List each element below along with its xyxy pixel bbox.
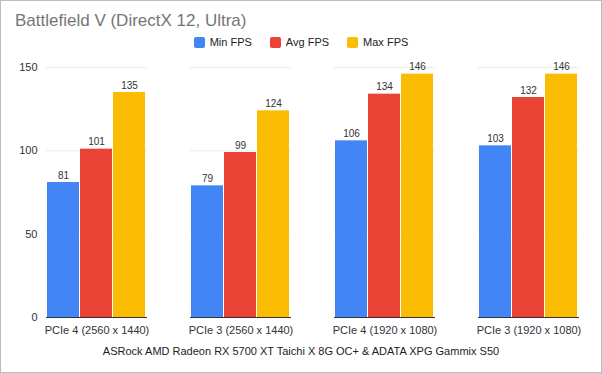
svg-text:PCIe 3 (2560 x 1440): PCIe 3 (2560 x 1440)	[189, 324, 294, 336]
svg-text:PCIe 3 (1920 x 1080): PCIe 3 (1920 x 1080)	[477, 324, 582, 336]
svg-text:PCIe 4 (1920 x 1080): PCIe 4 (1920 x 1080)	[333, 324, 438, 336]
svg-text:PCIe 4 (2560 x 1440): PCIe 4 (2560 x 1440)	[45, 324, 150, 336]
svg-text:79: 79	[202, 173, 214, 184]
svg-text:0: 0	[31, 311, 37, 323]
svg-text:100: 100	[19, 144, 37, 156]
svg-text:135: 135	[121, 80, 138, 91]
html-text:ASRock AMD Radeon RX 5700 XT T: ASRock AMD Radeon RX 5700 XT Taichi X 8G…	[102, 345, 500, 357]
svg-text:101: 101	[88, 136, 105, 147]
svg-text:81: 81	[58, 170, 70, 181]
svg-text:124: 124	[265, 98, 282, 109]
html-text:Avg FPS: Avg FPS	[285, 36, 330, 48]
svg-text:99: 99	[235, 140, 247, 151]
svg-text:146: 146	[409, 61, 426, 72]
svg-text:132: 132	[520, 85, 537, 96]
svg-text:134: 134	[376, 81, 393, 92]
svg-text:146: 146	[553, 61, 570, 72]
html-text:Min FPS: Min FPS	[209, 36, 252, 48]
svg-text:150: 150	[19, 61, 37, 73]
svg-text:106: 106	[343, 128, 360, 139]
html-text:Battlefield V (DirectX 12, Ult: Battlefield V (DirectX 12, Ultra)	[15, 11, 247, 30]
html-text:Max FPS: Max FPS	[363, 36, 409, 48]
svg-text:50: 50	[25, 228, 37, 240]
svg-text:103: 103	[487, 133, 504, 144]
